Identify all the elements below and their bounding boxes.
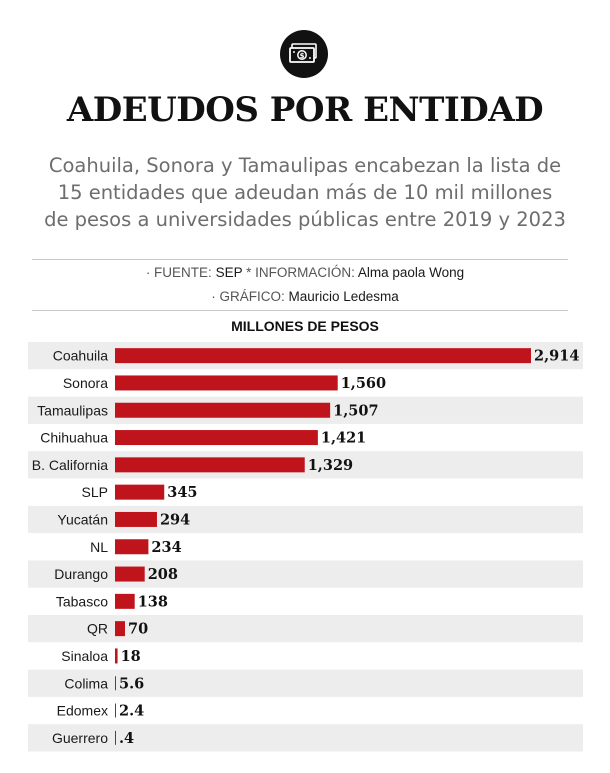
- bar: [115, 648, 118, 664]
- row-stripe: [28, 505, 583, 534]
- source-credit: · FUENTE: SEP * INFORMACIÓN: Alma paola …: [0, 264, 610, 282]
- graphic-credit: · GRÁFICO: Mauricio Ledesma: [0, 288, 610, 306]
- value-label: .4: [119, 730, 134, 747]
- bar: [115, 511, 157, 527]
- graphic-value: Mauricio Ledesma: [288, 289, 399, 304]
- bar: [115, 484, 165, 500]
- subtitle-line: 15 entidades que adeudan más de 10 mil m…: [57, 181, 553, 204]
- bar: [115, 430, 318, 446]
- subtitle-line: de pesos a universidades públicas entre …: [44, 208, 566, 231]
- category-label: B. California: [32, 457, 108, 473]
- money-bill-icon: $: [279, 29, 329, 79]
- value-label: 208: [148, 566, 178, 583]
- subtitle: Coahuila, Sonora y Tamaulipas encabezan …: [20, 152, 590, 233]
- divider: [32, 310, 568, 311]
- source-prefix: · FUENTE:: [145, 265, 216, 280]
- category-label: Yucatán: [57, 511, 108, 527]
- source-value: SEP: [215, 265, 243, 280]
- value-label: 2.4: [119, 703, 144, 720]
- value-label: 234: [151, 539, 181, 556]
- bar: [115, 539, 149, 555]
- bar: [115, 593, 135, 609]
- value-label: 1,421: [321, 430, 366, 447]
- bar-chart: Coahuila 2,914 Sonora 1,560 Tamaulipas 1,507 C…: [28, 342, 583, 752]
- category-label: Guerrero: [52, 730, 108, 746]
- row-stripe: [28, 724, 583, 752]
- category-label: Tabasco: [56, 593, 108, 609]
- row-stripe: [28, 560, 583, 588]
- bar: [115, 402, 331, 418]
- value-label: 18: [121, 648, 141, 665]
- category-label: Coahuila: [53, 348, 108, 364]
- info-value: Alma paola Wong: [357, 265, 465, 280]
- category-label: SLP: [82, 484, 108, 500]
- category-label: Chihuahua: [40, 430, 108, 446]
- divider: [32, 259, 568, 260]
- value-label: 1,560: [341, 375, 386, 392]
- category-label: Sonora: [63, 375, 108, 391]
- row-stripe: [28, 451, 583, 479]
- bar: [115, 375, 338, 391]
- bar: [115, 348, 531, 364]
- svg-text:$: $: [300, 52, 305, 60]
- bar: [115, 566, 145, 582]
- row-stripe: [28, 669, 583, 697]
- info-prefix: * INFORMACIÓN:: [242, 265, 358, 280]
- value-label: 1,507: [333, 402, 378, 419]
- category-label: Tamaulipas: [37, 402, 108, 418]
- category-label: NL: [90, 539, 108, 555]
- value-label: 138: [138, 593, 168, 610]
- row-stripe: [28, 615, 583, 643]
- value-label: 2,914: [534, 348, 579, 365]
- category-label: Edomex: [57, 703, 108, 719]
- value-label: 345: [167, 484, 197, 501]
- subtitle-line: Coahuila, Sonora y Tamaulipas encabezan …: [48, 154, 562, 177]
- category-label: Colima: [64, 675, 108, 691]
- category-label: Sinaloa: [61, 648, 108, 664]
- value-label: 1,329: [308, 457, 353, 474]
- category-label: Durango: [54, 566, 108, 582]
- chart-title: ADEUDOS POR ENTIDAD: [66, 90, 544, 130]
- bar: [115, 621, 125, 637]
- graphic-prefix: · GRÁFICO:: [211, 289, 289, 304]
- category-label: QR: [87, 621, 108, 637]
- value-label: 294: [160, 511, 190, 528]
- value-label: 5.6: [119, 675, 144, 692]
- bar: [115, 457, 305, 473]
- units-label: MILLONES DE PESOS: [231, 318, 379, 334]
- value-label: 70: [128, 621, 148, 638]
